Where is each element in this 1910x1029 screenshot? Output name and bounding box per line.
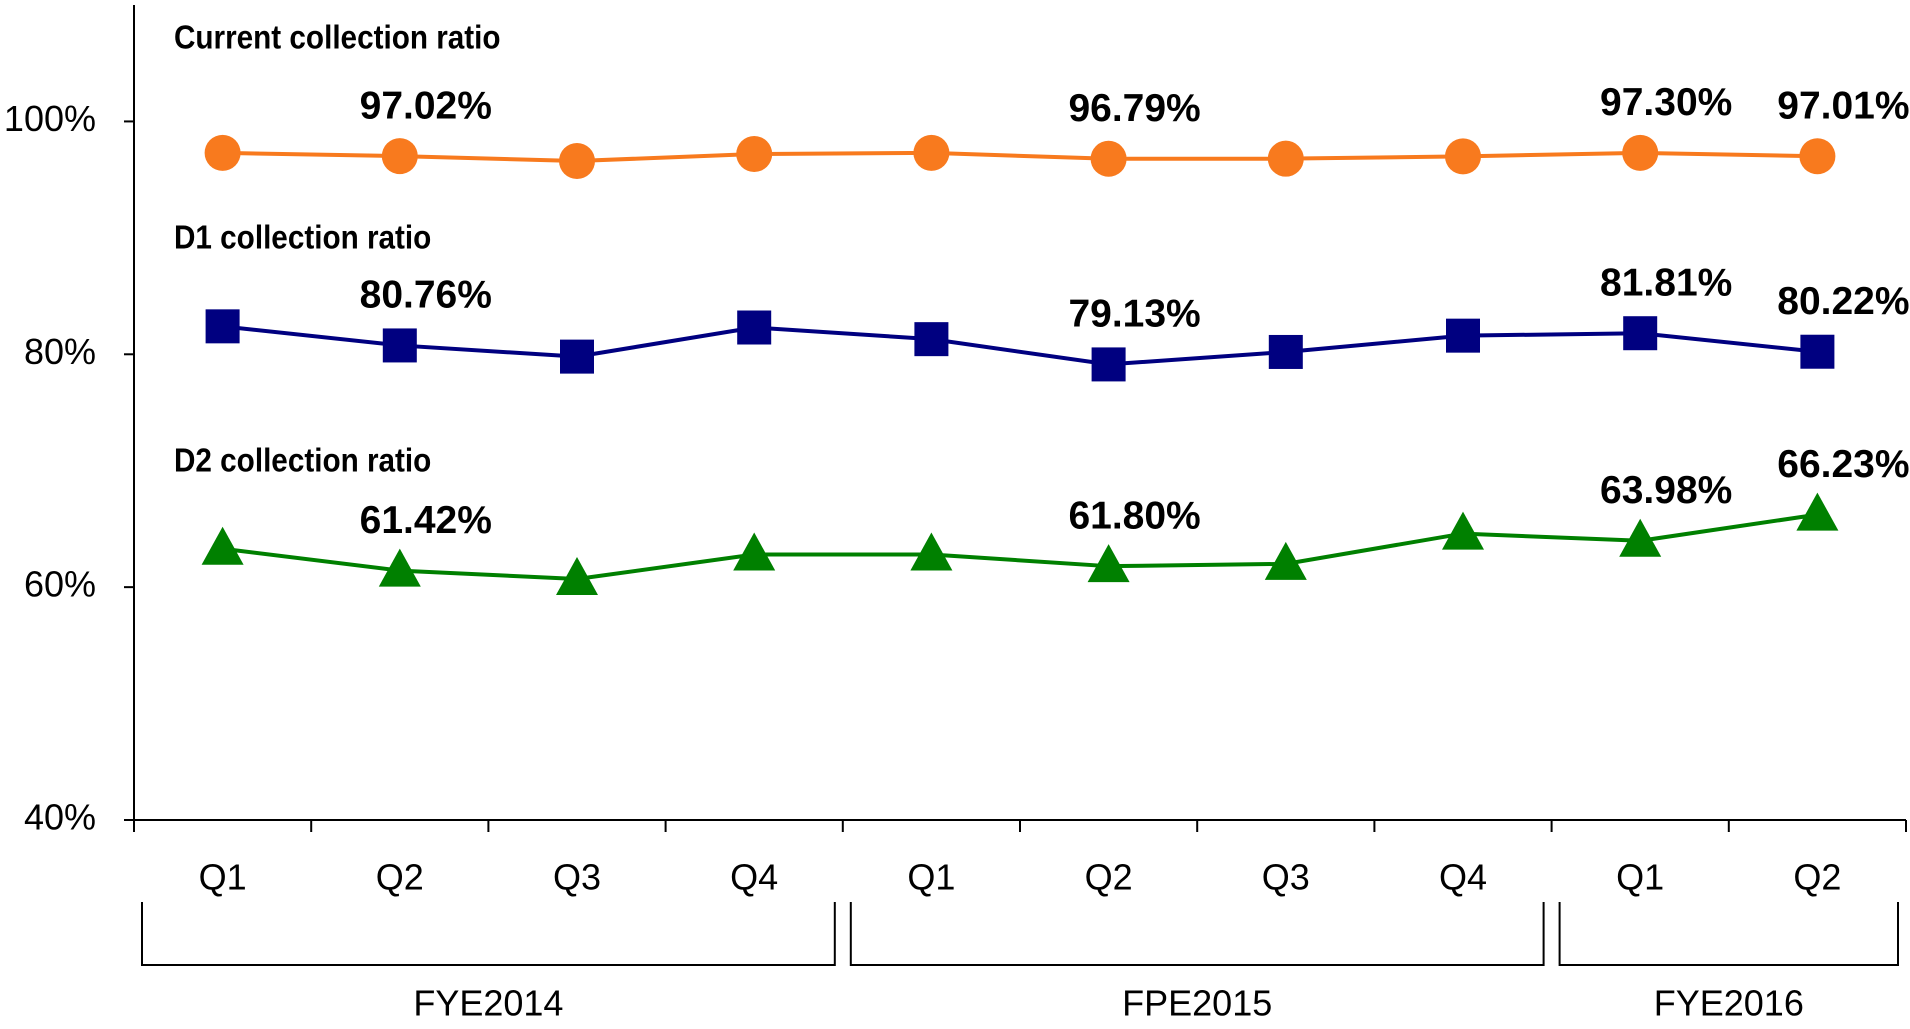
marker <box>556 556 598 595</box>
x-tick-label: Q3 <box>553 857 601 898</box>
marker <box>1619 518 1662 557</box>
marker <box>737 310 772 345</box>
marker <box>1445 138 1481 175</box>
x-tick-label: Q2 <box>1793 857 1841 898</box>
series-line <box>222 324 1818 367</box>
marker <box>204 134 241 171</box>
group-bracket <box>849 902 1545 966</box>
data-label: 96.79% <box>1068 87 1200 130</box>
data-label: 97.01% <box>1777 85 1909 128</box>
data-label: 81.81% <box>1600 262 1732 305</box>
series-name: D2 collection ratio <box>174 442 431 479</box>
marker <box>560 339 594 374</box>
series-line <box>222 150 1818 164</box>
marker <box>733 532 776 571</box>
group-label: FPE2015 <box>1122 983 1272 1024</box>
group-bracket <box>141 902 836 966</box>
y-tick-label: 40% <box>24 797 96 838</box>
marker <box>1091 347 1126 382</box>
data-label: 79.13% <box>1068 293 1200 336</box>
marker <box>1264 541 1307 580</box>
x-tick-label: Q1 <box>1616 857 1664 898</box>
data-label: 97.30% <box>1600 81 1732 124</box>
marker <box>378 548 421 587</box>
y-tick-label: 100% <box>4 98 96 139</box>
series-name: D1 collection ratio <box>174 219 431 256</box>
marker <box>1622 134 1659 171</box>
marker <box>1799 138 1836 175</box>
marker <box>1446 318 1480 353</box>
group-label: FYE2014 <box>413 983 563 1024</box>
data-label: 97.02% <box>360 84 492 127</box>
marker <box>205 309 240 344</box>
y-tick-label: 80% <box>24 331 96 372</box>
data-label: 80.22% <box>1777 280 1909 323</box>
series-name: Current collection ratio <box>174 19 501 56</box>
x-tick-label: Q3 <box>1262 857 1310 898</box>
data-label: 61.80% <box>1068 494 1200 537</box>
series-line <box>222 512 1818 581</box>
data-label: 66.23% <box>1777 443 1909 486</box>
marker <box>201 526 244 565</box>
marker <box>1623 316 1658 351</box>
marker <box>381 138 418 175</box>
x-tick-label: Q4 <box>730 857 778 898</box>
marker <box>910 532 953 571</box>
marker <box>913 134 950 171</box>
marker <box>1442 511 1484 550</box>
x-tick-label: Q1 <box>907 857 955 898</box>
marker <box>1087 544 1130 583</box>
marker <box>1267 140 1304 177</box>
data-label: 63.98% <box>1600 469 1732 512</box>
marker <box>382 328 417 363</box>
marker <box>559 143 595 180</box>
marker <box>914 322 949 357</box>
x-tick-label: Q2 <box>376 857 424 898</box>
marker <box>1800 334 1835 369</box>
marker <box>1090 140 1127 177</box>
x-tick-label: Q4 <box>1439 857 1487 898</box>
data-label: 80.76% <box>360 274 492 317</box>
marker <box>1268 334 1303 369</box>
marker <box>736 136 773 173</box>
data-label: 61.42% <box>360 499 492 542</box>
group-label: FYE2016 <box>1654 983 1804 1024</box>
group-bracket <box>1558 902 1899 966</box>
x-tick-label: Q1 <box>199 857 247 898</box>
x-tick-label: Q2 <box>1085 857 1133 898</box>
marker <box>1796 492 1839 531</box>
y-tick-label: 60% <box>24 564 96 605</box>
